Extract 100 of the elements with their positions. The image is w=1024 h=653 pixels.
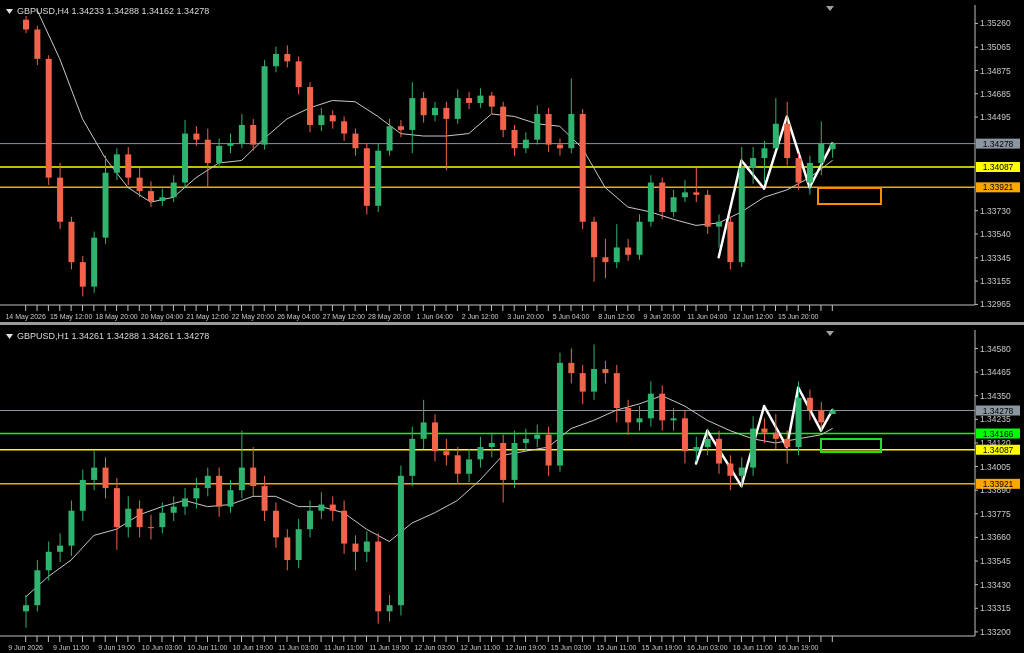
candlestick <box>443 438 450 467</box>
candlestick <box>784 430 791 464</box>
y-tick-label: 1.35065 <box>980 42 1011 53</box>
candlestick <box>125 495 132 538</box>
candlestick <box>454 88 461 125</box>
candlestick <box>806 389 813 421</box>
candlestick <box>170 174 177 203</box>
candlestick <box>738 456 745 489</box>
candlestick <box>727 454 734 491</box>
candlestick <box>272 46 279 73</box>
candlestick <box>23 594 29 629</box>
y-tick-label: 1.33430 <box>980 579 1011 590</box>
candlestick <box>386 594 393 623</box>
chart-title: GBPUSD,H4 1.34233 1.34288 1.34162 1.34278 <box>17 6 210 16</box>
y-tick-label: 1.33730 <box>980 205 1011 216</box>
candlestick <box>750 146 757 185</box>
candlestick <box>238 430 245 499</box>
candlestick <box>432 101 438 122</box>
candlestick <box>204 467 211 497</box>
ref-line-label: 1.34166 <box>982 428 1014 439</box>
ref-line-label: 1.34087 <box>982 162 1014 172</box>
candlestick <box>420 399 427 450</box>
candlestick <box>307 499 314 538</box>
candlestick <box>250 446 257 497</box>
candlestick <box>318 107 325 132</box>
candlestick <box>818 120 825 176</box>
candlestick <box>284 44 291 68</box>
y-tick-label: 1.34580 <box>980 343 1011 354</box>
candlestick <box>670 189 677 218</box>
y-tick-label: 1.34685 <box>980 88 1011 99</box>
candlestick <box>102 456 109 499</box>
candlestick <box>250 118 257 152</box>
candlestick <box>602 238 609 279</box>
y-tick-label: 1.33540 <box>980 229 1011 239</box>
candlestick <box>147 514 154 540</box>
y-tick-label: 1.33545 <box>980 556 1011 567</box>
candlestick <box>681 179 688 203</box>
y-tick-label: 1.33660 <box>980 532 1011 543</box>
candlestick <box>454 446 461 485</box>
candlestick <box>636 405 643 432</box>
y-tick-label: 1.33315 <box>980 603 1011 614</box>
y-tick-label: 1.33775 <box>980 508 1011 519</box>
y-tick-label: 1.34875 <box>980 65 1011 76</box>
candlestick <box>693 167 700 203</box>
candlestick <box>443 101 450 171</box>
candlestick <box>522 131 529 154</box>
candlestick <box>761 417 768 444</box>
candlestick <box>204 128 211 188</box>
chart-title: GBPUSD,H1 1.34261 1.34288 1.34261 1.34278 <box>17 331 210 341</box>
y-tick-label: 1.32965 <box>980 299 1011 310</box>
candlestick <box>488 91 495 115</box>
candlestick <box>136 499 143 538</box>
ref-line-label: 1.33921 <box>982 182 1014 193</box>
y-tick-label: 1.33345 <box>980 252 1011 263</box>
candlestick <box>477 436 484 469</box>
candlestick <box>352 534 359 571</box>
candlestick <box>363 530 370 563</box>
candlestick <box>227 479 234 514</box>
candlestick <box>534 423 541 448</box>
candlestick <box>136 167 143 198</box>
y-tick-label: 1.34235 <box>980 414 1011 425</box>
candlestick <box>625 399 632 436</box>
candlestick <box>806 155 813 196</box>
candlestick <box>238 113 245 149</box>
candlestick <box>568 347 575 384</box>
candlestick <box>182 487 189 516</box>
candlestick <box>113 147 120 181</box>
candlestick <box>693 436 700 462</box>
candlestick <box>477 87 484 109</box>
y-tick-label: 1.35260 <box>980 18 1011 29</box>
candlestick <box>227 133 234 154</box>
candlestick <box>818 401 825 432</box>
y-tick-label: 1.34005 <box>980 461 1011 472</box>
y-tick-label: 1.33200 <box>980 626 1011 637</box>
candlestick <box>45 541 52 582</box>
candlestick <box>602 360 609 384</box>
candlestick <box>522 428 529 452</box>
candlestick <box>216 137 223 169</box>
y-tick-label: 1.34350 <box>980 390 1011 401</box>
candlestick <box>670 407 677 432</box>
candlestick <box>466 91 473 110</box>
candlestick <box>500 101 507 138</box>
candlestick <box>772 413 779 450</box>
candlestick <box>704 428 711 456</box>
candlestick <box>159 502 166 534</box>
candlestick <box>761 140 768 185</box>
line-series <box>25 395 833 598</box>
candlestick <box>488 432 495 458</box>
candlestick <box>193 477 200 510</box>
ref-line-label: 1.34278 <box>982 405 1014 416</box>
candlestick <box>125 146 132 186</box>
candlestick <box>625 238 632 262</box>
candlestick <box>579 364 586 405</box>
candlestick <box>591 343 598 401</box>
candlestick <box>170 495 177 522</box>
candlestick <box>329 495 336 522</box>
candlestick <box>57 532 64 563</box>
candlestick <box>511 124 518 157</box>
candlestick <box>284 528 291 571</box>
ref-line-label: 1.34278 <box>982 138 1014 149</box>
